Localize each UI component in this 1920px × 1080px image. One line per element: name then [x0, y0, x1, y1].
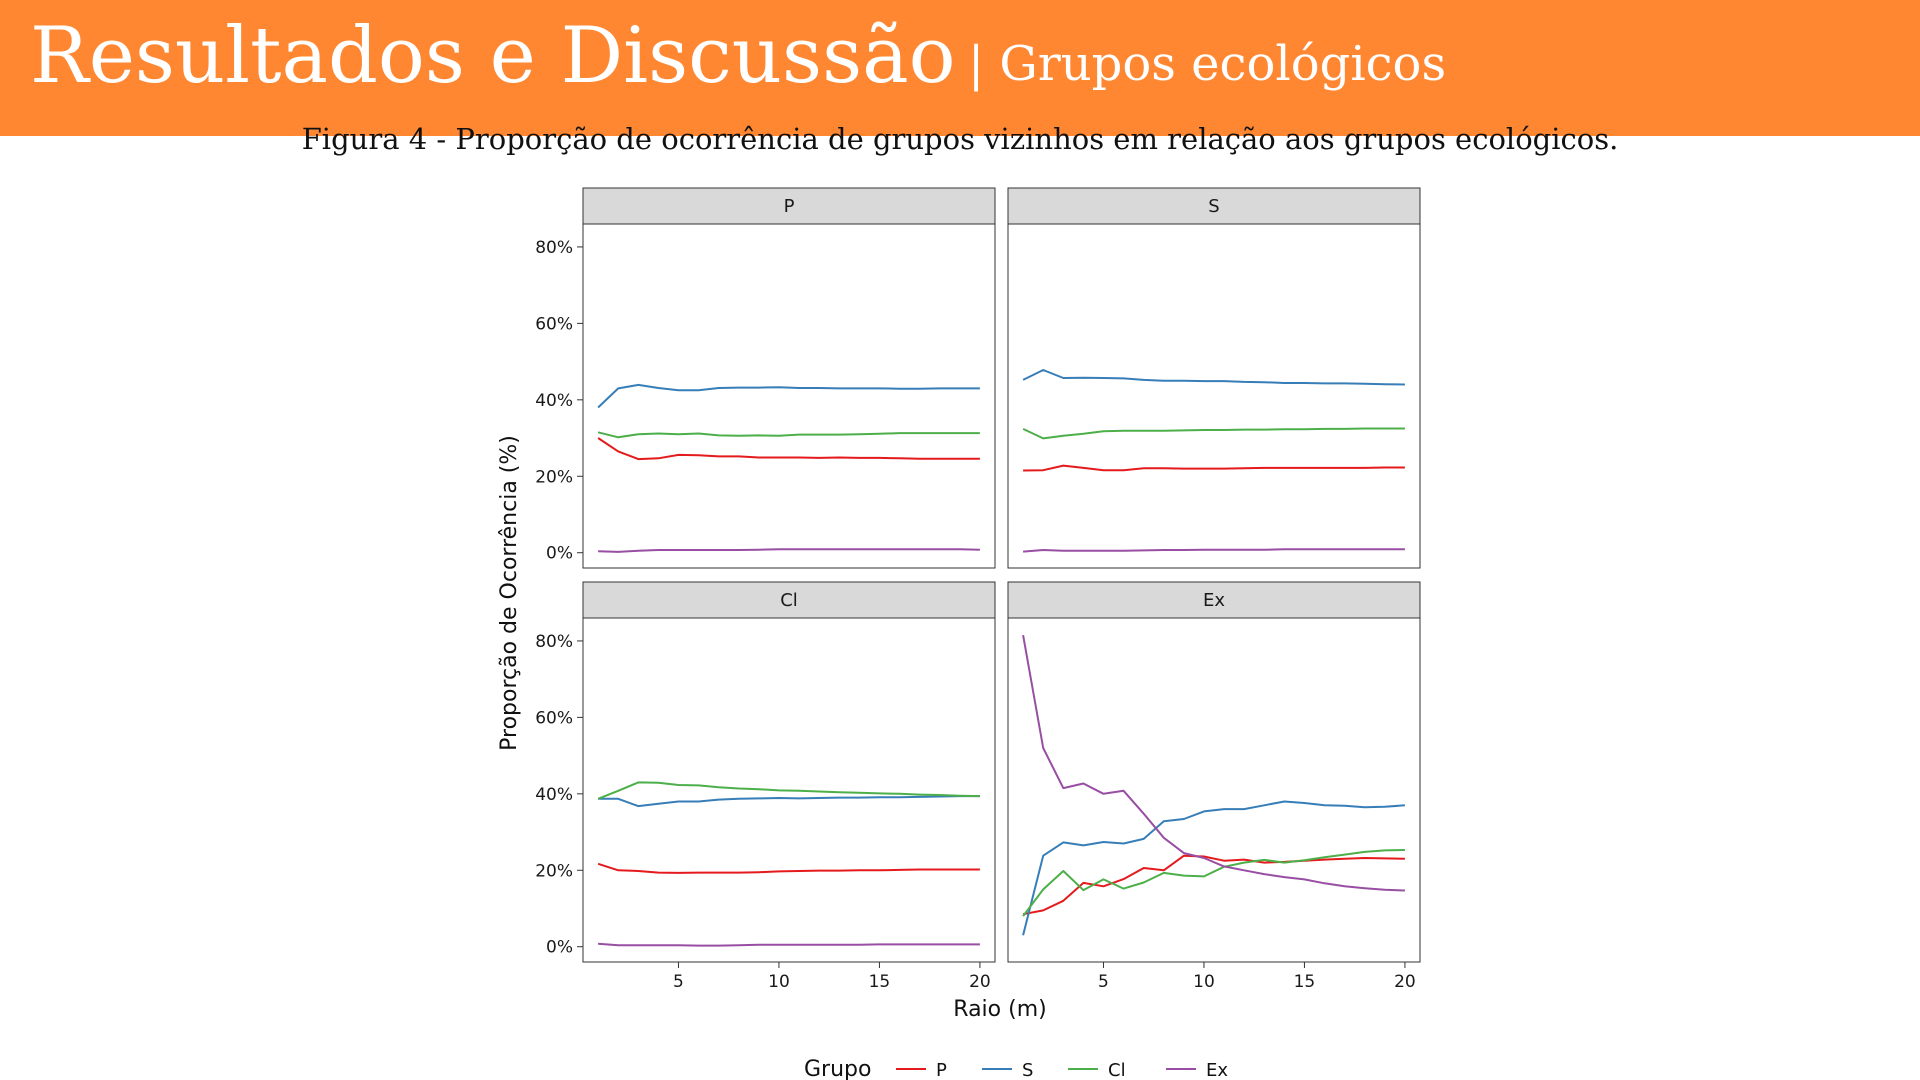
y-tick-label: 60% [535, 708, 573, 728]
panel-frame-P [582, 223, 996, 569]
series-line-S-Cl [1022, 427, 1405, 440]
y-tick-label: 80% [535, 632, 573, 652]
y-tick-label: 40% [535, 785, 573, 805]
x-tick-label: 20 [969, 972, 991, 992]
y-tick-label: 80% [535, 238, 573, 258]
slide-subtitle: | Grupos ecológicos [968, 36, 1447, 92]
facet-label-Ex: Ex [1203, 590, 1225, 611]
series-line-P-P [597, 437, 980, 461]
legend-label-S: S [1022, 1060, 1033, 1080]
series-line-S-Ex [1023, 548, 1405, 553]
series-line-Ex-Cl [1022, 849, 1405, 917]
series-line-P-S [597, 383, 980, 409]
x-tick-label: 10 [768, 972, 790, 992]
x-tick-label: 10 [1193, 972, 1215, 992]
series-line-Cl-P [597, 862, 980, 874]
facet-strip-S [1007, 187, 1421, 225]
y-tick-label: 0% [546, 544, 573, 564]
y-tick-label: 60% [535, 314, 573, 334]
series-line-P-Cl [597, 431, 980, 439]
slide-title: Resultados e Discussão [30, 11, 956, 101]
series-line-P-Ex [598, 548, 980, 553]
y-tick-label: 0% [546, 938, 573, 958]
y-tick-label: 20% [535, 861, 573, 881]
x-tick-label: 5 [1098, 972, 1109, 992]
series-line-Cl-Ex [598, 942, 980, 947]
facet-label-P: P [784, 196, 795, 217]
panel-frame-S [1007, 223, 1421, 569]
series-line-Ex-P [1022, 854, 1405, 916]
series-line-Cl-S [598, 795, 980, 808]
series-line-Ex-S [1022, 800, 1405, 936]
y-tick-label: 40% [535, 391, 573, 411]
legend-label-Ex: Ex [1206, 1060, 1228, 1080]
series-line-S-S [1022, 369, 1405, 386]
facet-label-Cl: Cl [780, 590, 798, 611]
facet-strip-Ex [1007, 581, 1421, 619]
figure-caption: Figura 4 - Proporção de ocorrência de gr… [301, 122, 1619, 156]
facet-label-S: S [1208, 196, 1219, 217]
facet-strip-P [582, 187, 996, 225]
series-line-Ex-Ex [1022, 635, 1405, 892]
series-line-Cl-Cl [597, 781, 980, 800]
x-tick-label: 15 [1294, 972, 1316, 992]
x-tick-label: 20 [1394, 972, 1416, 992]
legend-label-P: P [936, 1060, 947, 1080]
legend-label-Cl: Cl [1108, 1060, 1126, 1080]
y-tick-label: 20% [535, 467, 573, 487]
x-tick-label: 5 [673, 972, 684, 992]
panel-frame-Ex [1007, 617, 1421, 963]
x-tick-label: 15 [869, 972, 891, 992]
y-axis-title: Proporção de Ocorrência (%) [497, 435, 522, 751]
slide-header: Resultados e Discussão | Grupos ecológic… [0, 0, 1920, 136]
legend-title: Grupo [804, 1057, 871, 1080]
series-line-S-P [1023, 464, 1405, 472]
x-axis-title: Raio (m) [953, 997, 1046, 1022]
